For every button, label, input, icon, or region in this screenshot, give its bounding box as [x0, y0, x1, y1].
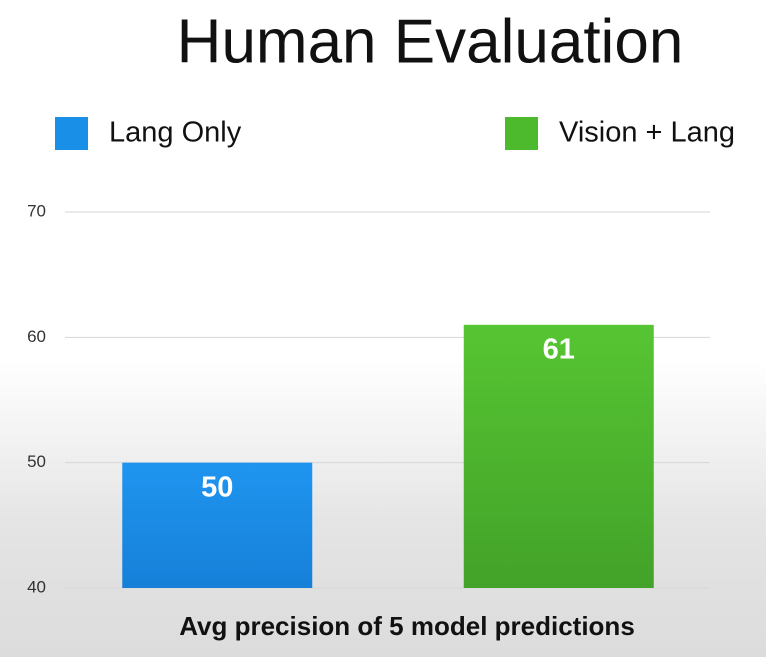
- x-axis-label: Avg precision of 5 model predictions: [179, 611, 635, 641]
- y-tick-label: 40: [27, 577, 46, 596]
- bar: [463, 324, 654, 588]
- chart-title: Human Evaluation: [177, 7, 684, 76]
- data-label: 61: [543, 333, 575, 365]
- y-tick-label: 70: [27, 201, 46, 220]
- legend-swatch: [505, 117, 538, 150]
- y-tick-label: 50: [27, 452, 46, 471]
- y-tick-label: 60: [27, 327, 46, 346]
- bar: [122, 462, 313, 588]
- data-label: 50: [201, 471, 233, 503]
- legend-swatch: [55, 117, 88, 150]
- legend-label: Lang Only: [109, 117, 242, 149]
- legend-label: Vision + Lang: [559, 117, 735, 149]
